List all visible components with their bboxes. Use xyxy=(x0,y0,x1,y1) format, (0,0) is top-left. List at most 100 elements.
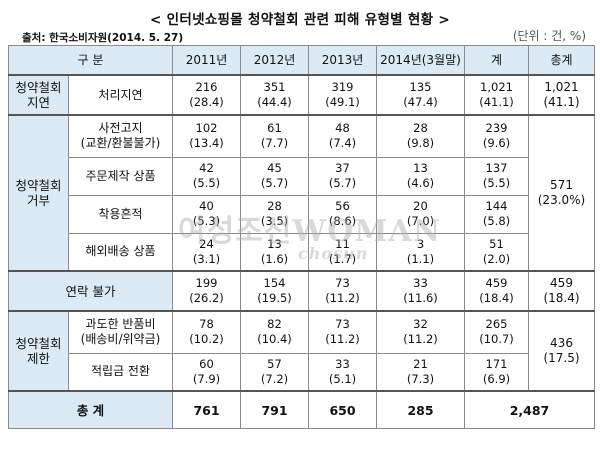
table-title: < 인터넷쇼핑몰 청약철회 관련 피해 유형별 현황 > xyxy=(150,12,450,28)
cell-pct: (1.6) xyxy=(260,251,289,266)
header-subtotal: 계 xyxy=(464,45,529,76)
cell-value: 199 xyxy=(195,276,218,290)
cell-value: 51 xyxy=(489,236,504,251)
cell-value: 78 xyxy=(199,317,214,332)
cell-pct: (11.2) xyxy=(325,291,360,305)
header-category: 구 분 xyxy=(8,45,173,76)
cell-value: 45 xyxy=(267,161,282,175)
row-label-no-contact: 연락 불가 xyxy=(8,270,173,312)
cell-value: 351 xyxy=(263,80,286,94)
source-note: 출처: 한국소비자원(2014. 5. 27) xyxy=(22,32,184,44)
header-total: 총계 xyxy=(528,45,595,76)
cell-value: 73 xyxy=(335,317,350,332)
cell-value: 239 xyxy=(485,121,508,136)
cell-value: 73 xyxy=(335,276,350,290)
damage-type-table: 구 분 2011년 2012년 2013년 2014년(3월말) 계 총계 청약… xyxy=(8,45,595,429)
cell-pct: (5.5) xyxy=(482,176,511,190)
cell-value: 459 xyxy=(550,276,573,290)
cell-pct: (5.3) xyxy=(192,214,221,228)
cell-pct: (18.4) xyxy=(543,291,580,305)
cell-pct: (7.2) xyxy=(260,371,289,386)
cell-pct: (1.1) xyxy=(406,251,435,266)
cell-pct: (11.6) xyxy=(403,291,438,305)
cell-value: 37 xyxy=(335,161,350,175)
table-row: 청약철회 거부 사전고지 (교환/환불불가) 102 (13.4) 61 (7.7)… xyxy=(8,114,595,272)
cell-value: 48 xyxy=(335,121,350,136)
row-label: 적립금 전환 xyxy=(68,352,173,392)
grand-total-label: 총 계 xyxy=(8,390,173,429)
row-label: 착용흔적 xyxy=(68,194,173,234)
cell-value: 32 xyxy=(413,317,428,332)
cell-value: 171 xyxy=(485,356,508,371)
cell-pct: (19.5) xyxy=(257,291,292,305)
cell-value: 459 xyxy=(485,276,508,290)
header-2011: 2011년 xyxy=(172,45,241,76)
cell-value: 33 xyxy=(413,276,428,290)
cell-value: 33 xyxy=(335,356,350,371)
cell-pct: (8.6) xyxy=(328,214,357,228)
cell-value: 650 xyxy=(308,390,377,429)
cell-pct: (41.1) xyxy=(479,95,514,109)
cell-pct: (26.2) xyxy=(189,291,224,305)
cell-value: 1,021 xyxy=(480,80,513,94)
grand-total-sum: 2,487 xyxy=(464,390,595,429)
table-row: 적립금 전환 60 (7.9) 57 (7.2) 33 (5.1) 21 (7.3) 1… xyxy=(9,352,595,392)
row-label: 처리지연 xyxy=(68,74,173,116)
table-row: 연락 불가 199 (26.2) 154 (19.5) 73 (11.2) 33 (11… xyxy=(8,270,595,312)
cell-pct: (47.4) xyxy=(403,95,438,109)
cell-value: 82 xyxy=(267,317,282,332)
cell-value: 28 xyxy=(413,121,428,136)
cell-value: 61 xyxy=(267,121,282,136)
cell-pct: (41.1) xyxy=(543,95,580,109)
group-restriction: 청약철회 제한 xyxy=(8,310,69,392)
cell-pct: (4.6) xyxy=(406,176,435,190)
cell-value: 144 xyxy=(485,199,508,213)
cell-value: 154 xyxy=(263,276,286,290)
cell-pct: (5.7) xyxy=(260,176,289,190)
cell-pct: (3.1) xyxy=(192,251,221,266)
table-row: 착용흔적 40 (5.3) 28 (3.5) 56 (8.6) 20 (7.0) 144… xyxy=(9,194,595,234)
cell-value: 13 xyxy=(267,236,282,251)
cell-pct: (11.2) xyxy=(325,332,360,347)
row-label: 과도한 반품비 (배송비/위약금) xyxy=(68,310,173,354)
cell-pct: (18.4) xyxy=(479,291,514,305)
group-refusal: 청약철회 거부 xyxy=(8,114,69,272)
cell-pct: (49.1) xyxy=(325,95,360,109)
cell-value: 216 xyxy=(195,80,218,94)
cell-value: 436 xyxy=(550,336,573,350)
cell-pct: (23.0%) xyxy=(537,193,586,207)
table-row: 해외배송 상품 24 (3.1) 13 (1.6) 11 (1.7) 3 (1.1) 5… xyxy=(9,232,595,272)
cell-pct: (7.0) xyxy=(406,214,435,228)
cell-value: 265 xyxy=(485,317,508,332)
cell-value: 42 xyxy=(199,161,214,175)
grand-total-row: 총 계 761 791 650 285 2,487 xyxy=(8,390,595,429)
cell-value: 571 xyxy=(550,178,573,192)
cell-value: 20 xyxy=(413,199,428,213)
cell-pct: (10.2) xyxy=(189,332,224,347)
cell-pct: (5.7) xyxy=(328,176,357,190)
table-row: 청약철회 지연 처리지연 216 (28.4) 351 (44.4) 319 (49.… xyxy=(8,74,595,116)
cell-pct: (6.9) xyxy=(482,371,511,386)
cell-value: 761 xyxy=(172,390,241,429)
row-label: 주문제작 상품 xyxy=(68,156,173,196)
header-2014: 2014년(3월말) xyxy=(376,45,465,76)
cell-value: 285 xyxy=(376,390,465,429)
cell-pct: (13.4) xyxy=(189,136,224,151)
cell-pct: (7.7) xyxy=(260,136,289,151)
cell-value: 40 xyxy=(199,199,214,213)
cell-pct: (3.5) xyxy=(260,214,289,228)
cell-value: 3 xyxy=(416,236,425,251)
cell-pct: (9.6) xyxy=(482,136,511,151)
cell-value: 57 xyxy=(267,356,282,371)
cell-pct: (11.2) xyxy=(403,332,438,347)
cell-pct: (5.5) xyxy=(192,176,221,190)
cell-pct: (5.8) xyxy=(482,214,511,228)
cell-pct: (10.4) xyxy=(257,332,292,347)
cell-pct: (28.4) xyxy=(189,95,224,109)
header-row: 구 분 2011년 2012년 2013년 2014년(3월말) 계 총계 xyxy=(8,45,595,76)
cell-pct: (5.1) xyxy=(328,371,357,386)
cell-value: 135 xyxy=(409,80,432,94)
cell-pct: (7.3) xyxy=(406,371,435,386)
cell-value: 791 xyxy=(240,390,309,429)
cell-value: 21 xyxy=(413,356,428,371)
